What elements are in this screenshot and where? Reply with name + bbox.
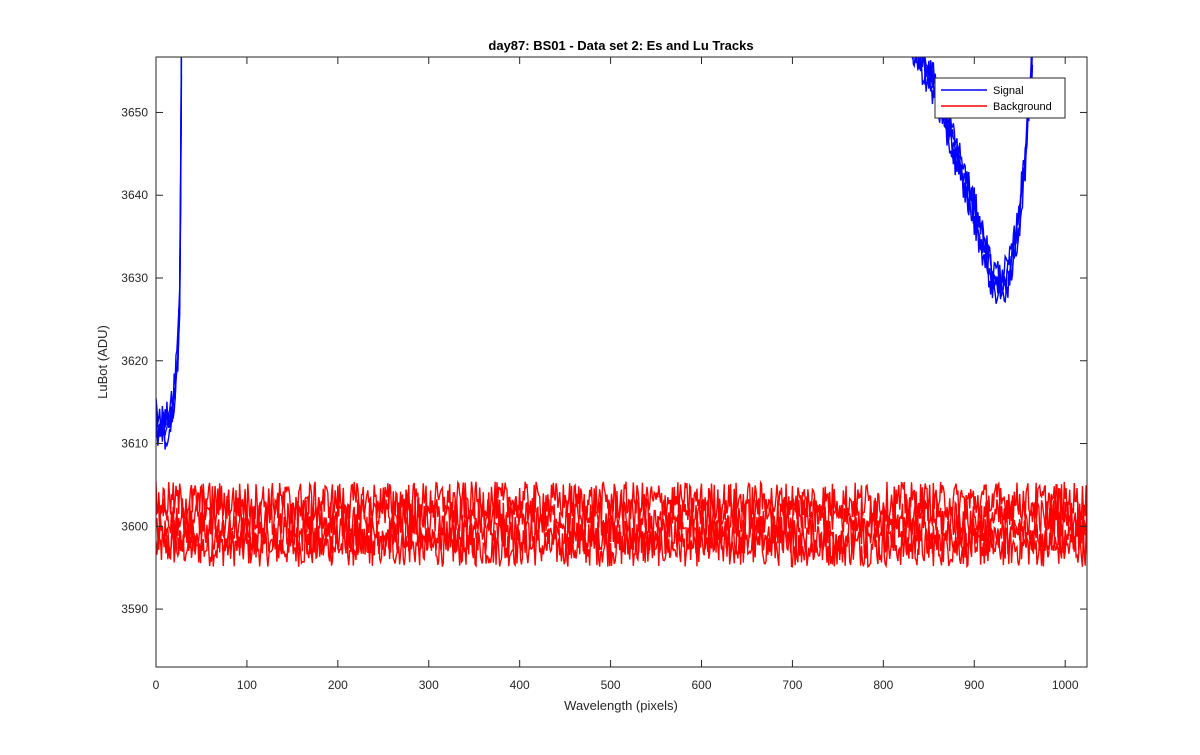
background-series-line [156, 479, 1087, 522]
x-tick-label: 400 [510, 678, 530, 692]
plot-frame [155, 56, 1088, 668]
background-series-line [156, 513, 1087, 556]
y-tick-label: 3590 [121, 602, 148, 616]
x-tick-label: 700 [782, 678, 802, 692]
x-tick-label: 500 [601, 678, 621, 692]
legend-label-background: Background [993, 101, 1052, 113]
signal-series-line [921, 57, 1032, 288]
signal-series-line [156, 57, 183, 434]
x-tick-label: 100 [237, 678, 257, 692]
legend: Signal Background [934, 77, 1066, 119]
x-tick-label: 0 [153, 678, 160, 692]
x-tick-label: 300 [419, 678, 439, 692]
y-tick-label: 3650 [121, 105, 148, 119]
y-axis: 3590 3600 3610 3620 3630 3640 3650 [121, 105, 1087, 616]
x-tick-label: 1000 [1052, 678, 1079, 692]
x-axis-label: Wavelength (pixels) [564, 698, 678, 713]
x-tick-label: 600 [691, 678, 711, 692]
plot-area [156, 57, 1087, 667]
y-tick-label: 3600 [121, 519, 148, 533]
x-tick-label: 800 [873, 678, 893, 692]
legend-label-signal: Signal [993, 85, 1024, 97]
x-tick-label: 200 [328, 678, 348, 692]
y-tick-label: 3640 [121, 188, 148, 202]
x-axis: 0 100 200 300 400 500 600 700 800 900 1000 [153, 57, 1079, 692]
y-tick-label: 3620 [121, 354, 148, 368]
y-tick-label: 3610 [121, 437, 148, 451]
series-layer [156, 57, 1087, 569]
y-axis-label: LuBot (ADU) [95, 325, 110, 399]
x-tick-label: 900 [964, 678, 984, 692]
chart-title: day87: BS01 - Data set 2: Es and Lu Trac… [488, 38, 753, 53]
signal-series-line [156, 57, 183, 428]
y-tick-label: 3630 [121, 271, 148, 285]
legend-box [934, 77, 1066, 119]
